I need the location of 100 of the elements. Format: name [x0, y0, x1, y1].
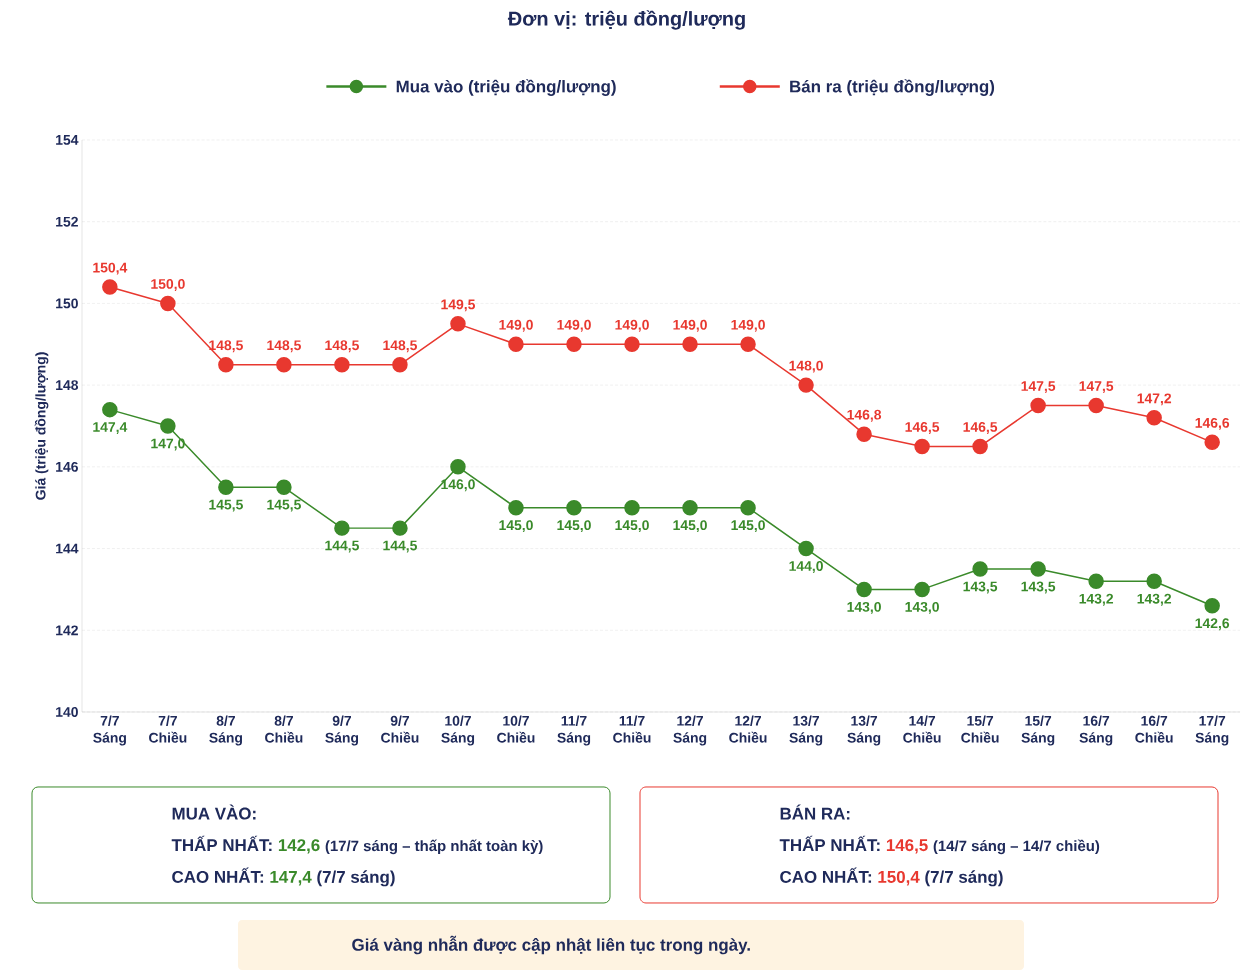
point	[508, 336, 524, 353]
data-label: 149,0	[731, 319, 765, 332]
point	[334, 356, 350, 373]
point	[1146, 573, 1162, 589]
x-tick-label: 8/7 Chiều	[265, 715, 303, 743]
point	[392, 356, 408, 373]
point	[566, 336, 582, 353]
y-tick-label: 140	[56, 707, 78, 717]
data-label: 149,0	[499, 319, 533, 332]
point	[682, 336, 698, 353]
point	[276, 479, 292, 496]
x-tick-label: 16/7 Chiều	[1135, 715, 1173, 743]
point	[682, 499, 698, 516]
x-tick-label: 15/7 Sáng	[1021, 715, 1055, 746]
data-label: 144,0	[789, 561, 823, 573]
x-tick-label: 11/7 Chiều	[613, 715, 651, 743]
y-axis-title: Giá (triệu đồng/lượng)	[34, 352, 49, 500]
data-label: 142,6	[1195, 618, 1230, 631]
data-label: 143,0	[905, 601, 939, 614]
point	[856, 426, 872, 442]
point	[334, 520, 350, 536]
x-tick-label: 17/7 Sáng	[1195, 715, 1229, 746]
x-tick-label: 16/7 Sáng	[1079, 715, 1113, 746]
x-tick-label: 8/7 Sáng	[209, 715, 243, 746]
data-label: 145,0	[499, 520, 533, 533]
point	[450, 316, 466, 332]
y-tick-label: 150	[56, 298, 78, 309]
text: 147,4	[270, 871, 312, 886]
point	[624, 499, 640, 516]
x-tick-label: 14/7 Chiều	[903, 715, 941, 743]
point	[972, 561, 988, 577]
point	[160, 418, 176, 434]
point	[1030, 561, 1046, 577]
point	[624, 336, 640, 353]
data-label: 143,2	[1079, 593, 1114, 606]
data-label: 147,4	[93, 422, 128, 434]
data-label: 147,0	[151, 438, 185, 451]
point	[740, 336, 756, 353]
text: CAO NHẤT:	[172, 867, 264, 883]
text: 146,5	[886, 839, 928, 854]
x-tick-label: 12/7 Chiều	[729, 715, 767, 743]
data-label: 148,0	[789, 360, 823, 373]
point	[508, 499, 524, 516]
x-tick-label: 7/7 Sáng	[93, 715, 126, 746]
x-tick-label: 13/7 Sáng	[789, 715, 823, 746]
x-tick-label: 13/7 Sáng	[847, 715, 881, 746]
data-label: 147,2	[1137, 393, 1172, 406]
point	[102, 279, 118, 295]
data-label: 143,2	[1137, 593, 1172, 606]
x-tick-label: 12/7 Sáng	[673, 715, 707, 746]
text: 150,4	[878, 870, 920, 886]
data-label: 143,5	[963, 581, 998, 594]
text: THẤP NHẤT:	[779, 835, 880, 851]
data-label: 149,5	[441, 299, 476, 312]
x-tick-label: 9/7 Sáng	[325, 715, 359, 746]
x-tick-label: 9/7 Chiều	[381, 715, 419, 743]
x-tick-label: 10/7 Chiều	[497, 715, 535, 743]
data-label: 146,5	[905, 421, 940, 434]
text: Giá vàng nhẫn được cập nhật liên tục trong ngày.	[352, 935, 750, 955]
point	[566, 499, 582, 516]
point	[1146, 410, 1162, 426]
point	[914, 438, 930, 455]
data-label: 146,5	[963, 421, 998, 434]
point	[392, 520, 408, 536]
data-label: 149,0	[615, 319, 649, 332]
point	[160, 295, 176, 312]
data-label: 145,0	[615, 520, 649, 533]
x-tick-label: 15/7 Chiều	[961, 715, 999, 743]
y-tick-label: 142	[56, 625, 78, 636]
text: (17/7 sáng – thấp nhất toàn kỳ)	[325, 839, 543, 855]
data-label: 149,0	[557, 319, 591, 332]
y-tick-label: 154	[56, 135, 79, 145]
x-tick-label: 7/7 Chiều	[149, 715, 187, 743]
data-label: 145,5	[267, 499, 301, 512]
legend-label: Bán ra (triệu đồng/lượng)	[790, 79, 995, 96]
data-label: 148,5	[383, 340, 417, 353]
data-label: 145,0	[557, 520, 591, 533]
text: 142,6	[278, 839, 320, 854]
point	[1088, 573, 1104, 589]
point	[798, 540, 814, 557]
point	[1030, 397, 1046, 414]
point	[856, 581, 872, 598]
data-label: 145,0	[731, 520, 765, 533]
point	[1204, 434, 1220, 451]
data-label: 143,0	[847, 601, 881, 614]
data-label: 143,5	[1021, 581, 1056, 594]
point	[102, 401, 118, 418]
point	[740, 499, 756, 516]
text: (7/7 sáng)	[317, 870, 395, 887]
point	[276, 356, 292, 373]
text: CAO NHẤT:	[780, 867, 872, 883]
point	[1088, 397, 1104, 414]
text: THẤP NHẤT:	[171, 835, 272, 851]
data-label: 146,8	[847, 409, 882, 422]
point	[914, 581, 930, 598]
data-label: 148,5	[325, 340, 359, 353]
data-label: 149,0	[673, 319, 707, 332]
data-label: 148,5	[209, 340, 243, 353]
point	[218, 479, 234, 496]
text: (14/7 sáng – 14/7 chiều)	[933, 839, 1100, 855]
